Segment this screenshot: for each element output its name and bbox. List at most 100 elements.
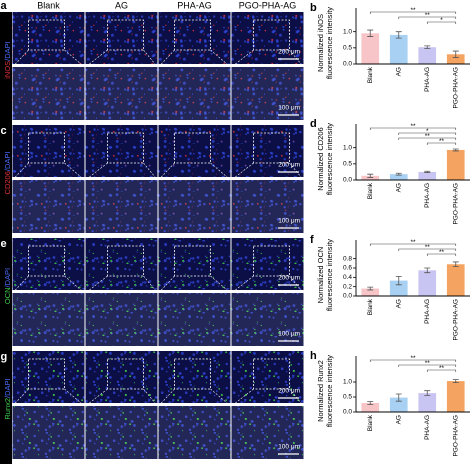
axis (355, 124, 470, 181)
micrograph-low (158, 12, 231, 64)
panel-letter: a (1, 0, 8, 12)
error-bar (424, 45, 431, 49)
micrograph-high (158, 67, 231, 120)
bar (446, 54, 465, 64)
counterstain-name: /DAPI (3, 41, 12, 61)
marker-name: Runx2 (3, 398, 12, 420)
y-tick-label: 0.2 (343, 283, 352, 290)
zoom-box (28, 358, 65, 390)
x-tick-label: Blank (367, 182, 374, 199)
significance-label: ** (439, 365, 445, 372)
zoom-line (210, 275, 231, 294)
significance-bracket (398, 132, 457, 135)
zoom-box (253, 132, 290, 164)
significance-bracket (398, 248, 457, 251)
micrograph-high (231, 293, 304, 346)
x-tick-label: AG (395, 67, 402, 76)
y-tick-label: 0.5 (343, 394, 352, 401)
bar (389, 280, 408, 296)
bar (418, 47, 437, 64)
zoom-box (174, 19, 211, 51)
column-header: PGO-PHA-AG (239, 0, 297, 10)
zoom-line (85, 49, 108, 68)
significance-bracket (426, 142, 457, 145)
marker-name: OCN (3, 287, 12, 304)
zoom-line (12, 275, 29, 294)
row-label: CD206/DAPI (3, 152, 12, 195)
x-tick-label: PGO-PHA-AG (452, 299, 459, 341)
zoom-line (143, 162, 158, 181)
y-tick-label: 1.0 (343, 379, 352, 386)
x-tick-label: PHA-AG (424, 67, 431, 92)
micrograph-low (158, 238, 231, 290)
y-tick-label: 0.0 (343, 177, 352, 184)
micrograph-low (85, 12, 158, 64)
panel-letter: b (310, 2, 317, 14)
significance-bracket (369, 127, 457, 130)
x-tick-label: PGO-PHA-AG (452, 183, 459, 225)
significance-bracket (426, 253, 457, 256)
y-tick-label: 0.0 (343, 409, 352, 416)
error-bar (452, 261, 459, 267)
error-bar (424, 170, 431, 173)
y-label: fluorescence intensity (325, 239, 334, 311)
micrograph-low (231, 351, 304, 403)
micrograph-low (85, 125, 158, 177)
zoom-box (107, 19, 144, 51)
panel-letter: e (1, 238, 7, 250)
bar (446, 264, 465, 296)
y-tick-label: 0.0 (343, 61, 352, 68)
zoom-box (253, 358, 290, 390)
y-label: fluorescence intensity (325, 7, 334, 79)
zoom-line (64, 275, 85, 294)
y-label: Normalized iNOS (316, 14, 325, 72)
bar (418, 393, 437, 412)
micrograph-high (85, 67, 158, 120)
zoom-line (143, 275, 158, 294)
row-label: Runx2/DAPI (3, 378, 12, 419)
zoom-line (12, 388, 29, 407)
column-header: AG (115, 0, 128, 10)
y-tick-label: 0.8 (343, 255, 352, 262)
bar (418, 171, 437, 180)
scale-bar-label: 200 μm (278, 275, 300, 282)
column-header: Blank (37, 0, 60, 10)
zoom-box (28, 245, 65, 277)
micrograph-low (85, 351, 158, 403)
bar (361, 175, 380, 180)
significance-label: * (426, 128, 429, 135)
label-strip (0, 12, 12, 464)
significance-label: ** (425, 12, 431, 19)
significance-bracket (369, 243, 457, 246)
bar (361, 403, 380, 412)
zoom-line (210, 162, 231, 181)
zoom-line (143, 49, 158, 68)
panel-letter: c (1, 125, 7, 137)
micrograph-low (12, 238, 85, 290)
micrograph-low (231, 125, 304, 177)
significance-bracket (398, 16, 457, 19)
axis (355, 8, 470, 65)
zoom-line (231, 275, 254, 294)
significance-bracket (369, 11, 457, 14)
micrograph-high (158, 406, 231, 459)
micrograph-low (12, 125, 85, 177)
zoom-line (64, 49, 85, 68)
zoom-line (231, 162, 254, 181)
y-label: Normalized OCN (316, 247, 325, 304)
y-tick-label: 0.6 (343, 265, 352, 272)
column-header: PHA-AG (177, 0, 212, 10)
y-label: Normalized CD206 (316, 127, 325, 190)
significance-bracket (426, 21, 457, 24)
micrograph-low (231, 238, 304, 290)
y-tick-label: 0.5 (343, 161, 352, 168)
row-label: iNOS/DAPI (3, 41, 12, 79)
scale-bar-label: 100 μm (278, 105, 300, 112)
y-label: Normalized Runx2 (316, 360, 325, 422)
panel-letter: g (1, 351, 8, 363)
marker-name: CD206 (3, 171, 12, 194)
error-bar (452, 379, 459, 383)
x-tick-label: Blank (367, 298, 374, 315)
x-tick-label: PHA-AG (424, 415, 431, 440)
